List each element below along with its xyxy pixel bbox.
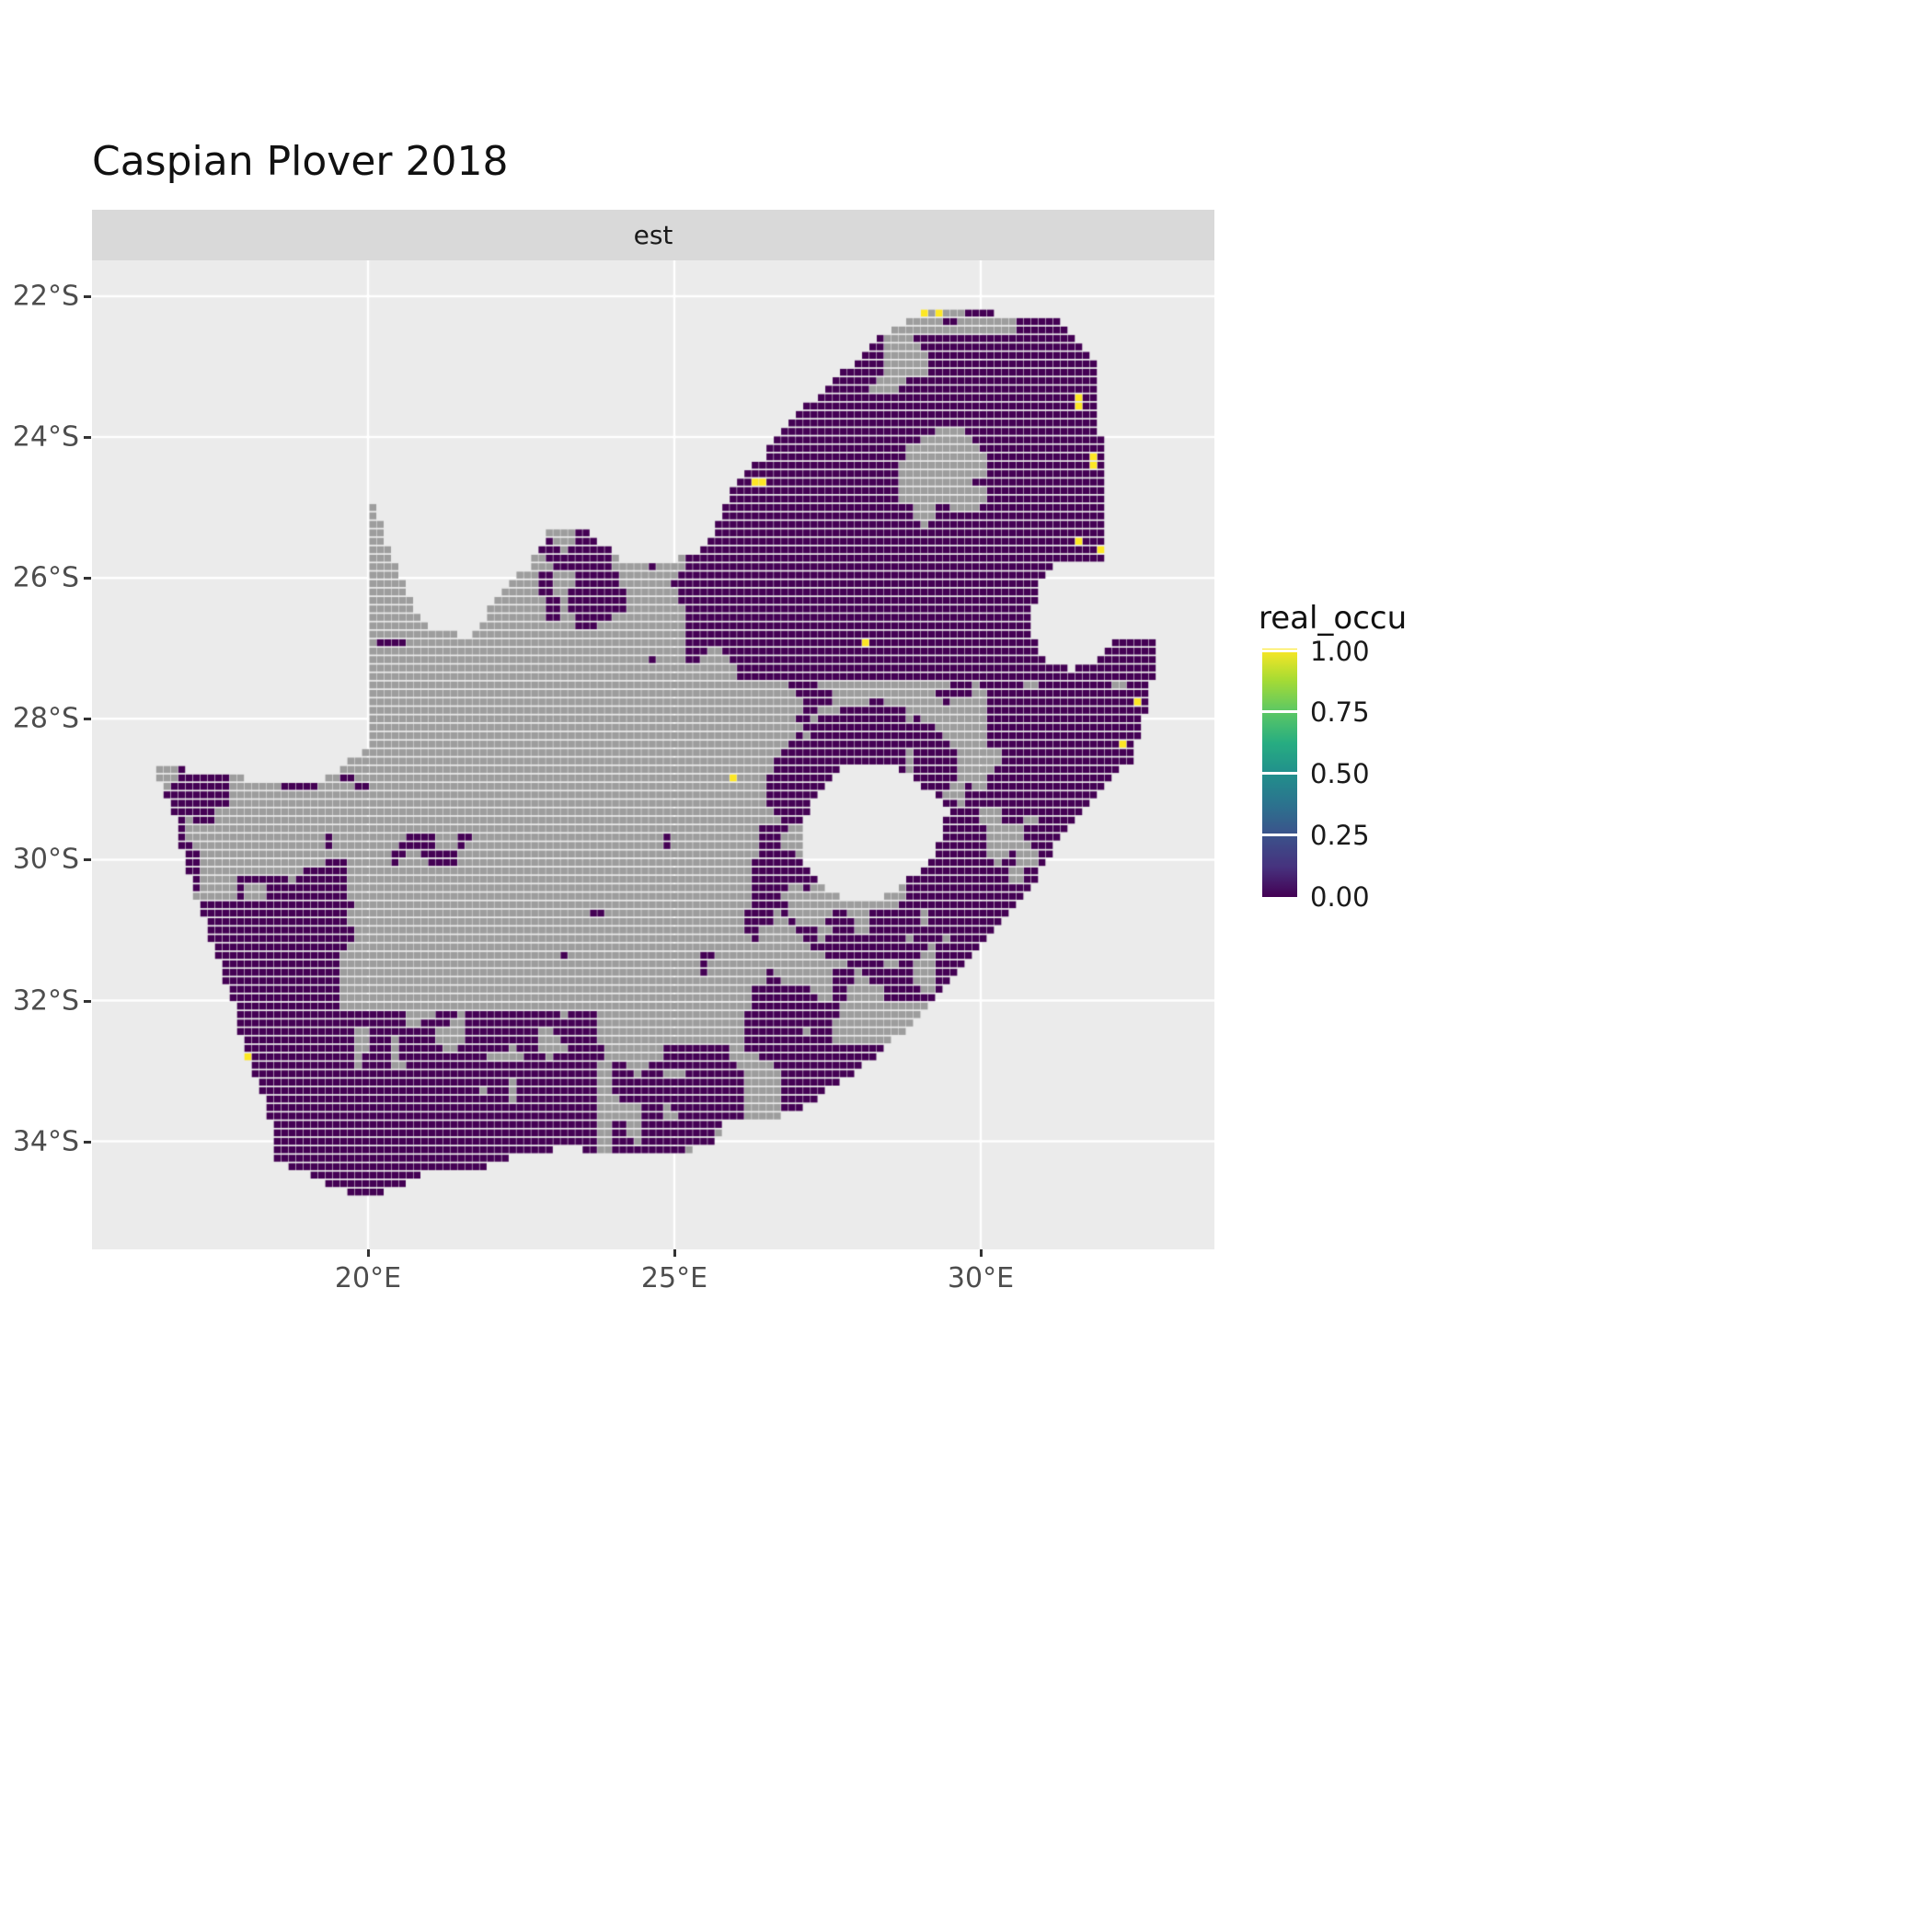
- y-axis-tick-label: 32°S: [12, 984, 79, 1018]
- legend-tick-mark: [1262, 772, 1297, 775]
- legend-tick-mark: [1262, 834, 1297, 836]
- legend-tick-mark: [1262, 650, 1297, 652]
- x-axis-tick-label: 25°E: [640, 1262, 708, 1294]
- y-axis-tick-label: 22°S: [12, 280, 79, 313]
- legend-tick-label: 0.00: [1310, 881, 1370, 913]
- y-axis-tick-mark: [84, 718, 91, 720]
- legend-tick-mark: [1262, 710, 1297, 713]
- y-axis-tick-label: 24°S: [12, 420, 79, 454]
- legend-title: real_occu: [1259, 600, 1408, 637]
- y-axis-tick-label: 34°S: [12, 1125, 79, 1158]
- y-axis-tick-mark: [84, 1000, 91, 1003]
- legend-tick-label: 0.75: [1310, 696, 1370, 728]
- map-canvas: [92, 260, 1214, 1249]
- x-axis-tick-label: 30°E: [947, 1262, 1015, 1294]
- y-axis-tick-mark: [84, 295, 91, 298]
- y-axis-tick-mark: [84, 1141, 91, 1144]
- y-axis-tick-mark: [84, 436, 91, 439]
- legend-tick-label: 0.25: [1310, 820, 1370, 851]
- y-axis-tick-label: 28°S: [12, 702, 79, 735]
- y-axis-tick-label: 30°S: [12, 843, 79, 876]
- legend-tick-label: 1.00: [1310, 636, 1370, 667]
- x-axis-tick-mark: [673, 1249, 676, 1257]
- y-axis-tick-mark: [84, 858, 91, 861]
- plot-title: Caspian Plover 2018: [92, 138, 509, 185]
- facet-label: est: [633, 220, 673, 250]
- x-axis-tick-mark: [980, 1249, 983, 1257]
- y-axis-tick-label: 26°S: [12, 561, 79, 594]
- facet-strip: est: [92, 210, 1214, 260]
- x-axis-tick-label: 20°E: [334, 1262, 402, 1294]
- x-axis-tick-mark: [367, 1249, 370, 1257]
- y-axis-tick-mark: [84, 577, 91, 580]
- legend-tick-label: 0.50: [1310, 758, 1370, 789]
